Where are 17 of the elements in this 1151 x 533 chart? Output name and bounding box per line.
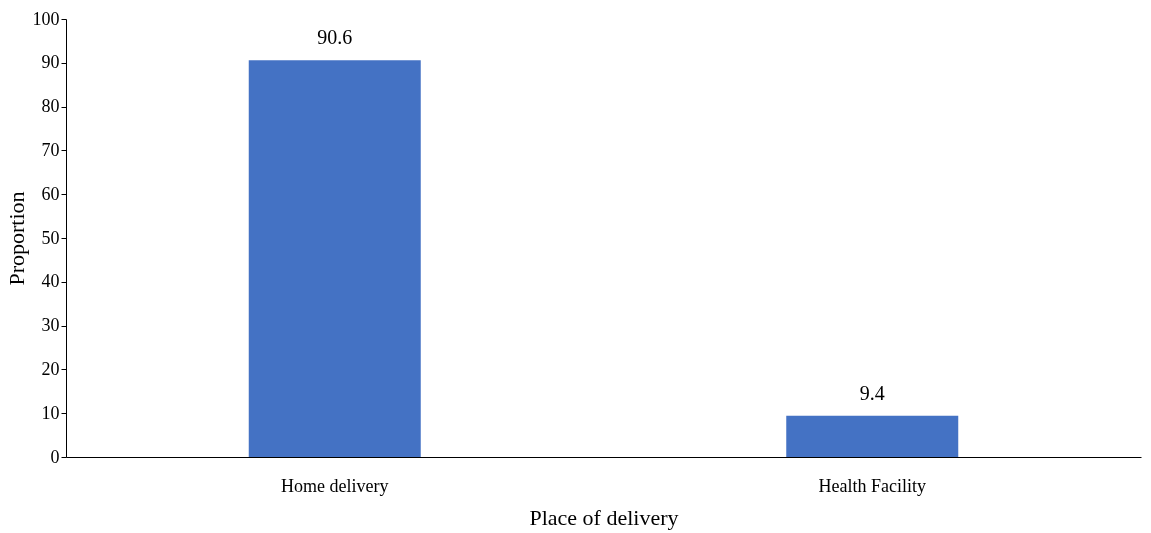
y-tick-label: 100 [32,8,60,29]
y-tick-label: 90 [41,52,60,73]
y-tick-label: 50 [41,227,60,248]
y-tick-label: 10 [41,402,60,423]
y-tick-label: 70 [41,139,60,160]
y-axis-title: Proportion [3,191,29,286]
x-tick-label: Health Facility [818,475,926,496]
data-label: 90.6 [317,26,353,49]
y-tick-label: 60 [41,183,60,204]
y-tick-label: 0 [50,446,60,467]
y-tick-label: 40 [41,271,60,292]
y-tick-label: 20 [41,358,60,379]
y-tick-label: 30 [41,315,60,336]
x-axis-title: Place of delivery [529,504,679,530]
data-label: 9.4 [859,381,885,404]
x-tick-label: Home delivery [281,475,389,496]
y-tick-label: 80 [41,96,60,117]
